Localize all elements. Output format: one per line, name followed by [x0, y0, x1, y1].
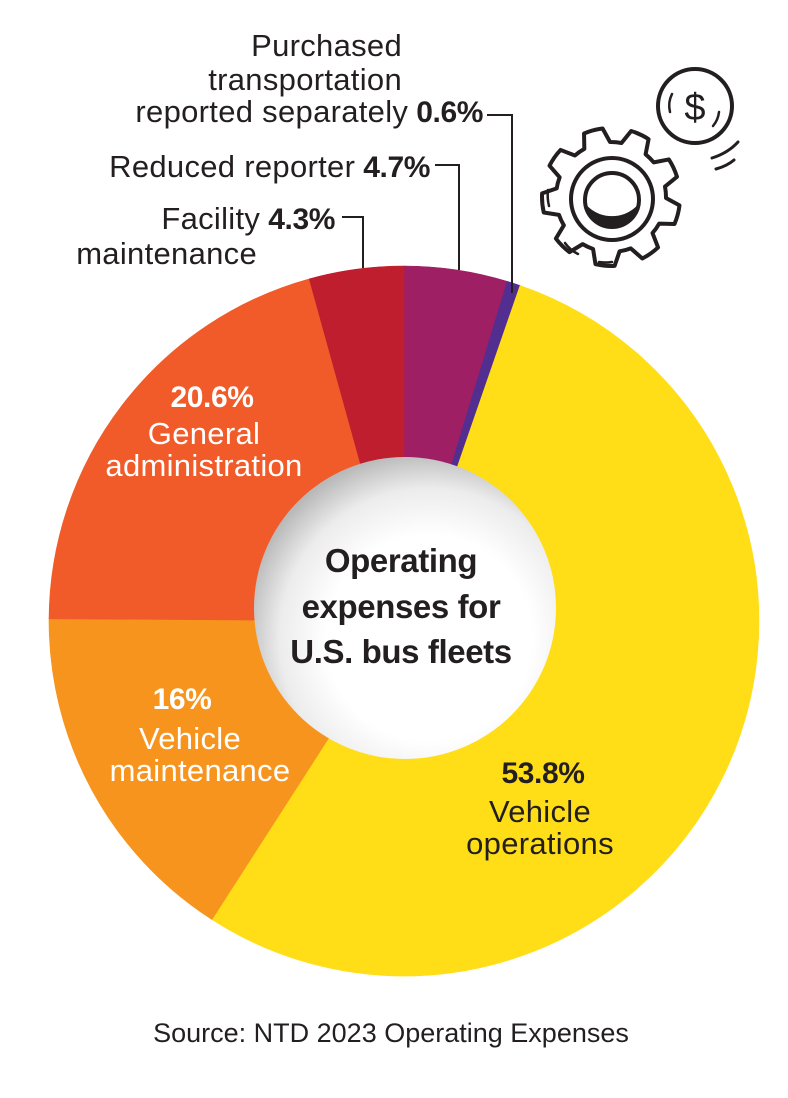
label-facility-text: Facility [161, 201, 261, 236]
label-purchased-text: reported separately [135, 94, 409, 129]
label-vehicle-maintenance-value: 16% [152, 683, 212, 716]
leader-line-reduced-reporter [435, 164, 460, 270]
leader-line-facility [342, 216, 364, 268]
label-reduced-value: 4.7% [363, 151, 430, 184]
label-facility-value: 4.3% [268, 203, 335, 236]
label-vehicle-maintenance-line1: Vehicle [138, 721, 242, 756]
chart-title-line3: U.S. bus fleets [290, 633, 512, 670]
label-general-admin-line2: administration [105, 448, 303, 483]
label-general-admin-line1: General [147, 416, 261, 451]
donut-hole [254, 457, 556, 759]
label-general-admin-value: 20.6% [170, 381, 254, 414]
gear-icon [540, 126, 682, 268]
source-note: Source: NTD 2023 Operating Expenses [153, 1018, 629, 1048]
label-purchased-line1: Purchased [251, 28, 402, 63]
chart-title-line2: expenses for [301, 588, 501, 625]
label-vehicle-maintenance-line2: maintenance [109, 753, 291, 788]
dollar-symbol: $ [684, 87, 705, 129]
motion-lines-icon [710, 140, 740, 171]
label-facility-line1: Facility 4.3% [161, 202, 335, 237]
label-purchased-line3: reported separately 0.6% [135, 95, 483, 130]
label-vehicle-operations-line1: Vehicle [488, 794, 592, 829]
label-reduced-reporter: Reduced reporter 4.7% [109, 150, 430, 185]
label-vehicle-operations-value: 53.8% [501, 757, 585, 790]
dollar-coin-icon: $ [656, 67, 734, 145]
label-reduced-text: Reduced reporter [109, 149, 356, 184]
chart-title-line1: Operating [324, 542, 478, 579]
label-purchased-value: 0.6% [416, 96, 483, 129]
label-purchased-line2: transportation [208, 62, 402, 97]
label-vehicle-operations-line2: operations [466, 826, 614, 861]
leader-line-purchased [487, 114, 513, 293]
label-facility-line2: maintenance [76, 236, 257, 271]
